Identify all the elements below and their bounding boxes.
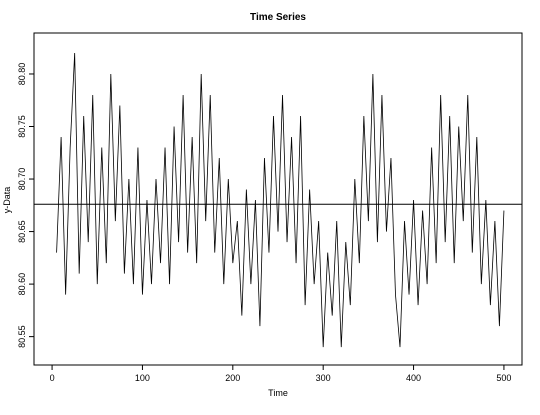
x-tick-label: 100 bbox=[135, 373, 150, 383]
y-tick-label: 80.55 bbox=[17, 325, 27, 348]
series-line bbox=[56, 52, 505, 348]
x-tick-label: 400 bbox=[406, 373, 421, 383]
y-tick-label: 80.75 bbox=[17, 115, 27, 138]
y-tick-label: 80.80 bbox=[17, 63, 27, 86]
x-tick-label: 200 bbox=[225, 373, 240, 383]
x-tick-label: 0 bbox=[50, 373, 55, 383]
x-axis-label: Time bbox=[268, 388, 288, 398]
x-tick-label: 500 bbox=[496, 373, 511, 383]
y-axis-label: y-Data bbox=[2, 187, 12, 214]
y-tick-label: 80.65 bbox=[17, 220, 27, 243]
plot-frame bbox=[33, 32, 523, 366]
y-tick-label: 80.70 bbox=[17, 168, 27, 191]
chart-title: Time Series bbox=[250, 12, 306, 23]
y-tick-label: 80.60 bbox=[17, 273, 27, 296]
x-tick-label: 300 bbox=[316, 373, 331, 383]
